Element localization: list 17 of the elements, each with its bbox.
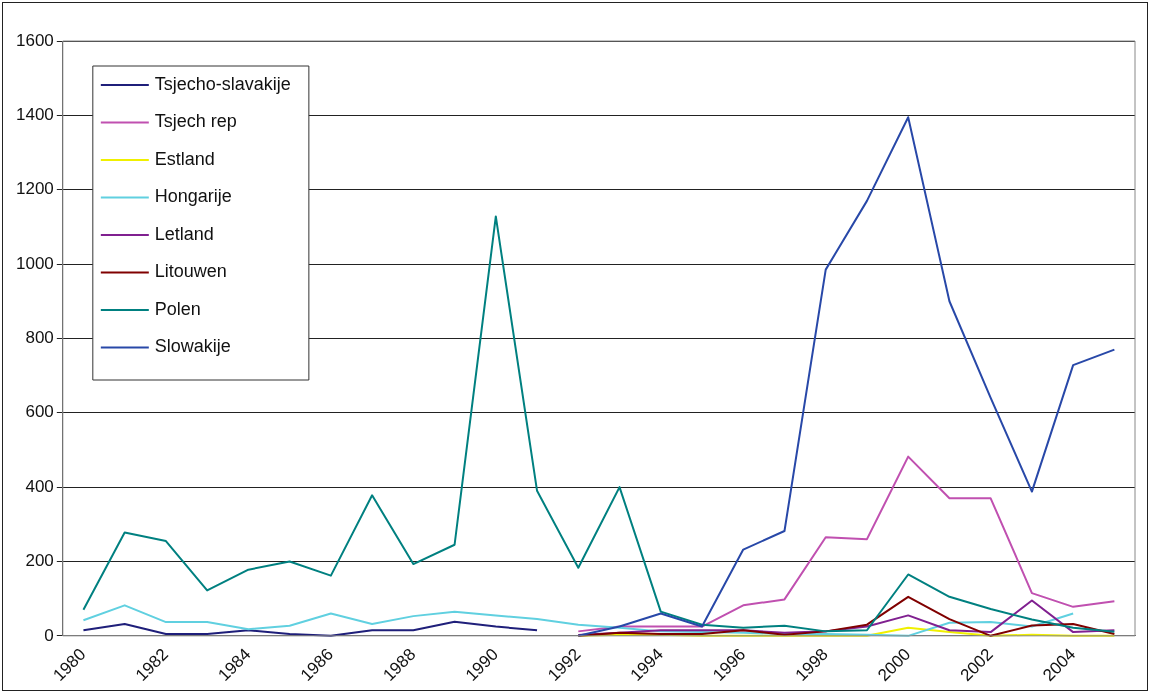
legend-label: Polen: [154, 298, 201, 319]
y-tick-label: 800: [25, 328, 54, 348]
legend-label: Slowakije: [154, 336, 231, 357]
y-tick-label: 200: [25, 551, 54, 571]
y-tick-label: 1600: [15, 30, 54, 50]
y-tick-label: 0: [44, 625, 54, 645]
legend-label: Litouwen: [154, 261, 227, 282]
legend-label: Hongarije: [154, 186, 232, 207]
legend-label: Estland: [154, 148, 215, 169]
y-tick-label: 600: [25, 402, 54, 422]
legend-label: Tsjecho-slavakije: [154, 73, 291, 94]
y-tick-label: 1000: [15, 253, 54, 273]
legend-label: Letland: [154, 223, 214, 244]
y-tick-label: 400: [25, 476, 54, 496]
legend-label: Tsjech rep: [154, 111, 237, 132]
y-tick-label: 1200: [15, 179, 54, 199]
y-tick-label: 1400: [15, 105, 54, 125]
